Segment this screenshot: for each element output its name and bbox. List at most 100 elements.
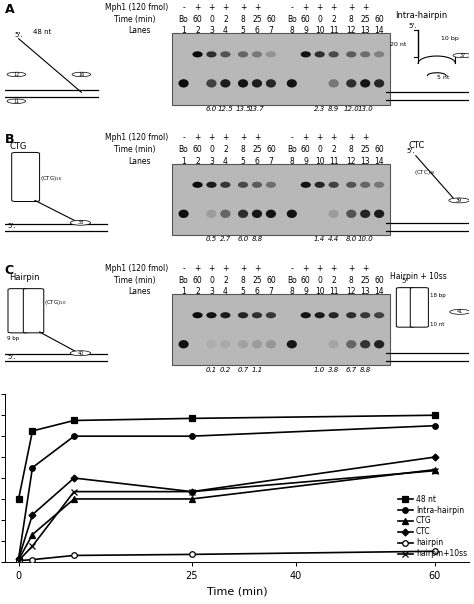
Text: 6: 6	[255, 27, 259, 36]
Text: +: +	[240, 3, 246, 12]
Text: 0: 0	[209, 145, 214, 154]
Ellipse shape	[360, 182, 370, 188]
Text: 3: 3	[209, 27, 214, 36]
Ellipse shape	[360, 210, 370, 218]
Ellipse shape	[220, 312, 230, 318]
Text: 8: 8	[349, 145, 354, 154]
Text: 60: 60	[374, 275, 384, 284]
Text: +: +	[348, 3, 355, 12]
Text: 1: 1	[181, 288, 186, 297]
Text: 18 bp: 18 bp	[430, 292, 446, 298]
Text: Intra-hairpin: Intra-hairpin	[395, 11, 447, 20]
Text: 10.0: 10.0	[357, 236, 373, 242]
Text: +: +	[254, 3, 260, 12]
Ellipse shape	[346, 182, 356, 188]
Text: 6: 6	[255, 288, 259, 297]
Text: 5'.: 5'.	[14, 33, 23, 39]
Text: +: +	[302, 133, 309, 143]
Text: 12: 12	[346, 288, 356, 297]
Text: 5'.: 5'.	[409, 24, 418, 30]
Text: Bo: Bo	[179, 275, 189, 284]
Ellipse shape	[238, 51, 248, 57]
Text: 10: 10	[315, 157, 325, 166]
Ellipse shape	[252, 210, 262, 218]
Text: 8: 8	[290, 157, 294, 166]
Text: 5'.: 5'.	[7, 353, 16, 359]
Text: 11: 11	[329, 157, 338, 166]
Ellipse shape	[301, 51, 311, 57]
Text: 9: 9	[303, 157, 308, 166]
Text: 2: 2	[195, 157, 200, 166]
Ellipse shape	[374, 312, 384, 318]
Text: +: +	[362, 264, 368, 273]
Ellipse shape	[238, 79, 248, 88]
Ellipse shape	[328, 79, 339, 88]
Text: 41: 41	[457, 309, 463, 314]
Text: 3.8: 3.8	[328, 367, 339, 373]
Circle shape	[450, 309, 470, 314]
Text: 1: 1	[181, 157, 186, 166]
Text: 7: 7	[268, 157, 273, 166]
Ellipse shape	[328, 182, 339, 188]
Text: 38: 38	[77, 220, 83, 225]
Text: +: +	[240, 133, 246, 143]
Text: 0.5: 0.5	[206, 236, 217, 242]
Text: 16: 16	[78, 72, 84, 77]
Ellipse shape	[301, 312, 311, 318]
Text: 1.1: 1.1	[251, 367, 263, 373]
Text: 25: 25	[360, 14, 370, 24]
Text: 13.0: 13.0	[357, 106, 373, 112]
Ellipse shape	[206, 182, 217, 188]
Text: Bo: Bo	[287, 14, 297, 24]
Text: 60: 60	[266, 14, 276, 24]
Ellipse shape	[360, 79, 370, 88]
Text: -: -	[291, 133, 293, 143]
Text: 60: 60	[301, 275, 310, 284]
Circle shape	[70, 351, 91, 356]
Ellipse shape	[192, 51, 202, 57]
Text: +: +	[317, 264, 323, 273]
Ellipse shape	[179, 210, 189, 218]
Ellipse shape	[360, 51, 370, 57]
Ellipse shape	[220, 79, 230, 88]
Text: +: +	[194, 133, 201, 143]
Text: +: +	[208, 264, 215, 273]
Text: CTG: CTG	[9, 143, 27, 152]
Text: 7: 7	[268, 27, 273, 36]
Ellipse shape	[220, 340, 230, 349]
Text: Lanes: Lanes	[128, 27, 150, 36]
Text: C: C	[5, 264, 14, 277]
Text: 10 nt: 10 nt	[430, 322, 444, 327]
Text: 2: 2	[223, 14, 228, 24]
FancyBboxPatch shape	[23, 289, 44, 333]
Text: 5: 5	[241, 288, 246, 297]
Text: 8.8: 8.8	[251, 236, 263, 242]
Ellipse shape	[287, 340, 297, 349]
Ellipse shape	[374, 340, 384, 349]
Text: +: +	[208, 3, 215, 12]
Text: 60: 60	[266, 145, 276, 154]
Text: 60: 60	[192, 145, 202, 154]
Text: 60: 60	[301, 145, 310, 154]
Text: 8: 8	[241, 14, 246, 24]
Text: -: -	[182, 264, 185, 273]
Text: 0: 0	[209, 14, 214, 24]
Ellipse shape	[266, 182, 276, 188]
Ellipse shape	[220, 182, 230, 188]
Ellipse shape	[374, 182, 384, 188]
Text: 12: 12	[346, 157, 356, 166]
Text: 8.0: 8.0	[346, 236, 357, 242]
Text: 0: 0	[317, 145, 322, 154]
Text: 6.0: 6.0	[206, 106, 217, 112]
Text: 60: 60	[266, 275, 276, 284]
Text: 12: 12	[346, 27, 356, 36]
Text: 3: 3	[209, 157, 214, 166]
Ellipse shape	[328, 340, 339, 349]
Ellipse shape	[252, 182, 262, 188]
Text: 25: 25	[252, 145, 262, 154]
Text: 5'.: 5'.	[407, 149, 415, 154]
Text: 40: 40	[77, 351, 83, 356]
Ellipse shape	[220, 51, 230, 57]
Text: 2: 2	[331, 14, 336, 24]
Text: 39: 39	[456, 198, 462, 203]
